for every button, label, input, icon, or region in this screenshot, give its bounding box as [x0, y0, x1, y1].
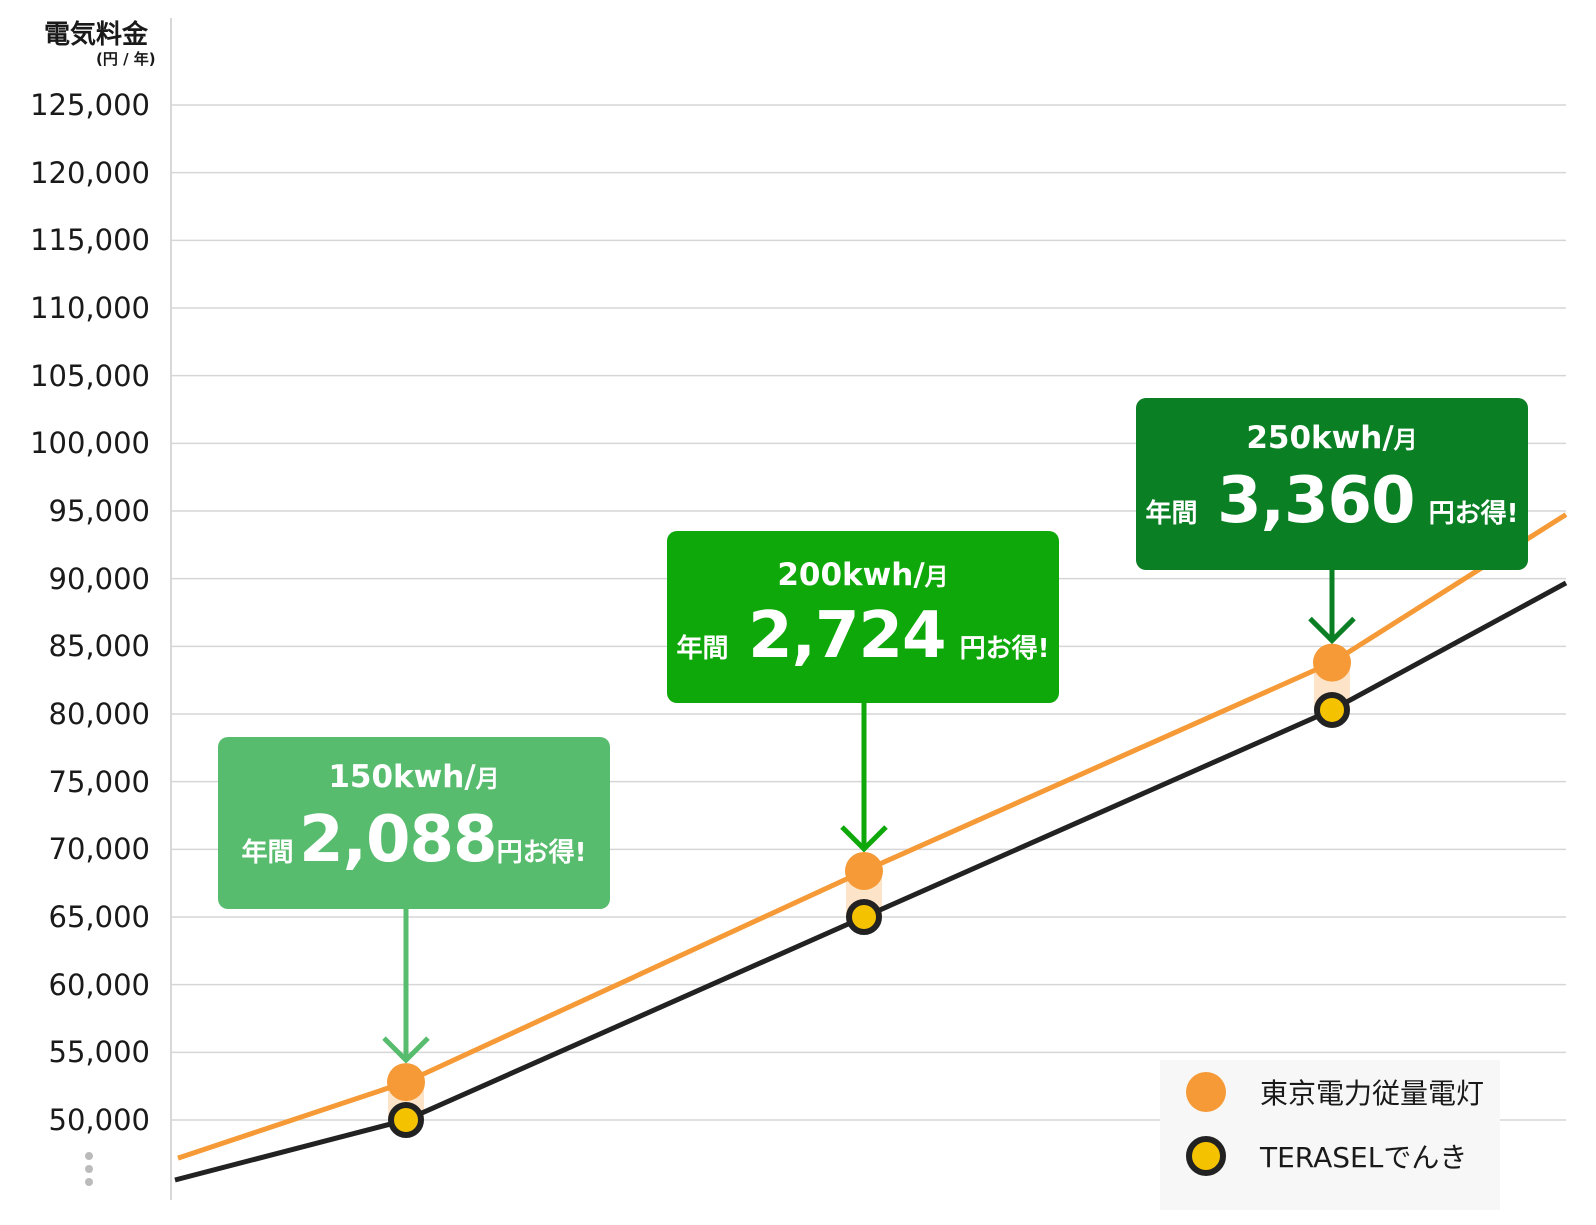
y-axis-unit: (円 / 年) [96, 50, 156, 68]
y-tick-label: 75,000 [48, 764, 150, 799]
y-tick-label: 80,000 [48, 697, 150, 731]
y-tick-label: 125,000 [30, 88, 150, 122]
y-tick-label: 100,000 [30, 426, 150, 461]
y-tick-label: 85,000 [48, 629, 150, 664]
y-tick-label: 120,000 [30, 155, 150, 190]
callout-savings: 年間 2,088円お得! [241, 803, 587, 877]
y-axis-title: 電気料金 [44, 20, 149, 50]
callout-kwh: 250kwh/月 [1246, 420, 1418, 456]
callout-arrowhead [382, 1036, 430, 1064]
callout-kwh: 200kwh/月 [777, 557, 949, 593]
y-tick-label: 60,000 [48, 967, 150, 1002]
y-tick-label: 50,000 [48, 1103, 150, 1137]
point-terasel [388, 1102, 424, 1138]
y-tick-label: 55,000 [48, 1035, 150, 1070]
legend-orange-marker [1186, 1072, 1226, 1112]
axis-break-dots [85, 1152, 95, 1191]
legend-yellow-marker [1186, 1136, 1226, 1176]
point-tepco [387, 1063, 425, 1102]
y-tick-label: 65,000 [48, 900, 150, 934]
legend-label-tepco: 東京電力従量電灯 [1260, 1077, 1485, 1110]
callout-kwh: 150kwh/月 [328, 759, 500, 795]
point-terasel [1314, 691, 1350, 728]
point-tepco [845, 851, 883, 890]
y-tick-label: 115,000 [30, 223, 150, 258]
savings-callout-250kwh: 250kwh/月 年間 3,360 円お得! [1136, 398, 1528, 570]
y-tick-label: 110,000 [30, 291, 150, 325]
point-terasel [846, 899, 882, 935]
y-tick-label: 105,000 [30, 358, 150, 393]
y-tick-label: 95,000 [48, 494, 150, 528]
callout-savings: 年間 3,360 円お得! [1145, 464, 1519, 538]
y-tick-label: 70,000 [48, 832, 150, 867]
point-tepco [1313, 643, 1351, 682]
savings-callout-200kwh: 200kwh/月 年間 2,724 円お得! [667, 531, 1059, 703]
callout-arrowhead [840, 825, 888, 853]
legend-label-terasel: TERASELでんき [1260, 1141, 1468, 1174]
y-tick-label: 90,000 [48, 561, 150, 596]
callout-arrowhead [1308, 616, 1356, 645]
legend: 東京電力従量電灯 TERASELでんき [1160, 1060, 1500, 1210]
savings-callout-150kwh: 150kwh/月 年間 2,088円お得! [218, 737, 610, 909]
callout-savings: 年間 2,724 円お得! [676, 599, 1050, 673]
